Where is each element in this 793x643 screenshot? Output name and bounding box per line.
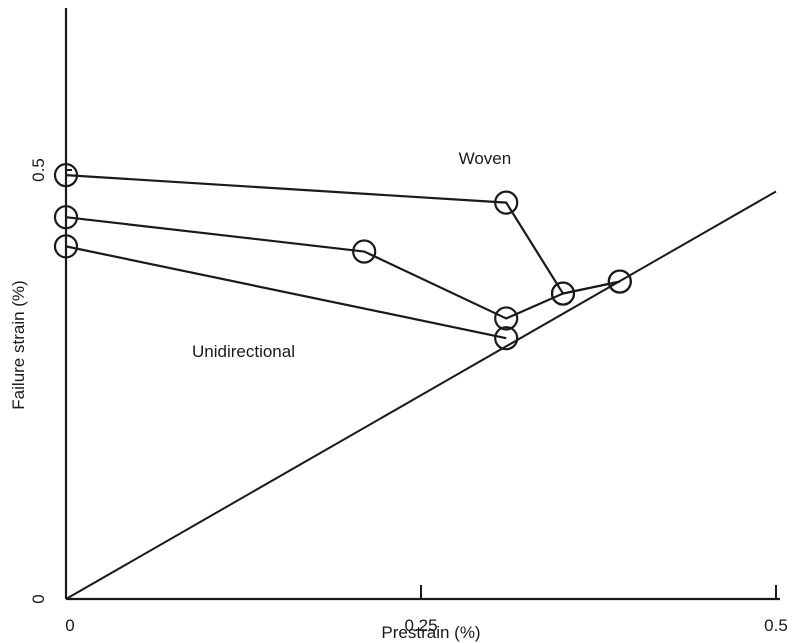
annotations-layer: Woven Unidirectional	[192, 149, 511, 361]
data-point	[550, 281, 576, 306]
x-tick-label: 0.5	[764, 616, 788, 635]
x-tick-label: 0.25	[404, 616, 437, 635]
data-point	[53, 163, 79, 188]
data-point	[352, 239, 377, 264]
series-layer	[53, 163, 632, 351]
x-axis-label: Prestrain (%)	[381, 623, 480, 642]
series-3	[53, 234, 519, 351]
reference-line	[65, 190, 777, 600]
data-point	[53, 205, 79, 230]
series-line	[65, 174, 621, 295]
data-point	[53, 234, 79, 259]
series-1	[53, 163, 632, 306]
annotation-label: Woven	[459, 149, 512, 168]
x-tick-label: 0	[65, 616, 74, 635]
reference-line-layer	[65, 190, 777, 600]
series-line	[65, 216, 621, 320]
y-axis-label: Failure strain (%)	[9, 280, 28, 409]
data-point	[494, 306, 519, 331]
data-point	[494, 326, 519, 351]
series-line	[65, 245, 507, 340]
data-point	[494, 190, 519, 215]
axes	[64, 8, 780, 601]
annotation-label: Unidirectional	[192, 342, 295, 361]
data-point	[607, 269, 632, 294]
series-2	[53, 205, 632, 331]
y-tick-label: 0	[29, 594, 48, 603]
ticks-layer: 0 0.25 0.5 0 0.5	[29, 158, 788, 635]
y-tick-label: 0.5	[29, 158, 48, 182]
